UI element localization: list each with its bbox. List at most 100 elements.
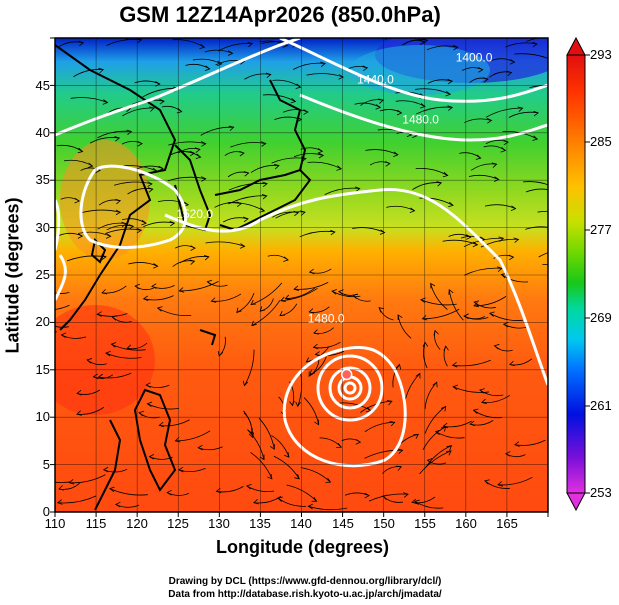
- streamline: [484, 204, 516, 209]
- streamline-arrowhead: [412, 38, 413, 39]
- streamline-arrowhead: [151, 283, 157, 289]
- streamline-arrowhead: [273, 163, 280, 170]
- streamline: [508, 111, 539, 118]
- x-tick-label: 130: [208, 516, 230, 531]
- streamline-arrowhead: [115, 501, 121, 508]
- streamline: [299, 230, 335, 238]
- streamline: [168, 141, 206, 146]
- streamline-arrowhead: [500, 272, 507, 279]
- streamline-arrowhead: [317, 148, 324, 154]
- streamline-arrowhead: [201, 176, 207, 182]
- streamline-arrowhead: [325, 477, 332, 483]
- streamline-arrowhead: [448, 289, 454, 295]
- streamline: [157, 307, 192, 317]
- streamline-arrowhead: [201, 141, 207, 147]
- streamline-arrowhead: [311, 496, 318, 502]
- streamline: [55, 481, 70, 483]
- credit-data-source: Data from http://database.rish.kyoto-u.a…: [168, 589, 442, 600]
- streamline-arrowhead: [300, 210, 306, 216]
- streamline-arrowhead: [76, 410, 82, 416]
- streamline-arrowhead: [436, 181, 443, 187]
- streamline-arrowhead: [206, 279, 213, 286]
- streamline-arrowhead: [426, 458, 433, 464]
- height-contours: [55, 38, 548, 468]
- streamline: [143, 221, 175, 228]
- y-tick-label: 25: [35, 267, 50, 282]
- streamline-arrowhead: [293, 285, 299, 292]
- x-tick-label: 140: [290, 516, 312, 531]
- streamline-arrowhead: [147, 181, 153, 187]
- streamline-arrowhead: [284, 452, 290, 458]
- streamline-arrowhead: [195, 153, 202, 159]
- streamline: [272, 211, 299, 218]
- streamline-arrowhead: [243, 216, 249, 223]
- streamline-arrowhead: [497, 481, 503, 487]
- wind-streamlines: [55, 38, 548, 511]
- streamline: [217, 42, 253, 52]
- streamline-arrowhead: [58, 485, 64, 491]
- streamline-arrowhead: [469, 420, 475, 427]
- streamline-arrowhead: [445, 90, 452, 97]
- streamline-arrowhead: [114, 136, 121, 142]
- contour-label: 1520.0: [176, 207, 213, 221]
- streamline-arrowhead: [148, 453, 155, 460]
- streamline-arrowhead: [447, 105, 454, 111]
- streamline: [538, 252, 548, 258]
- y-tick-label: 15: [35, 362, 50, 377]
- chart-title: GSM 12Z14Apr2026 (850.0hPa): [119, 2, 441, 27]
- streamline: [474, 296, 507, 307]
- streamline: [56, 144, 83, 152]
- streamline-arrowhead: [318, 152, 325, 159]
- streamline-arrowhead: [308, 308, 315, 314]
- streamline-arrowhead: [194, 147, 201, 153]
- streamline-arrowhead: [74, 197, 81, 204]
- streamline: [419, 197, 454, 206]
- streamline-arrowhead: [236, 307, 242, 314]
- y-tick-label: 40: [35, 125, 50, 140]
- streamline-arrowhead: [307, 503, 313, 510]
- streamline-arrowhead: [308, 371, 314, 377]
- y-tick-label: 45: [35, 78, 50, 93]
- streamline: [529, 84, 548, 89]
- streamline: [73, 69, 104, 78]
- streamline: [415, 167, 448, 176]
- streamline: [306, 73, 344, 78]
- streamline: [106, 224, 134, 231]
- streamline-arrowhead: [227, 50, 234, 56]
- streamline: [542, 264, 548, 266]
- streamline: [250, 452, 273, 479]
- streamline: [262, 94, 296, 102]
- streamline-arrowhead: [532, 41, 538, 48]
- y-tick-label: 35: [35, 172, 50, 187]
- streamline: [435, 431, 465, 439]
- streamline-arrowhead: [295, 83, 302, 89]
- x-tick-label: 150: [373, 516, 395, 531]
- streamline-arrowhead: [433, 329, 439, 336]
- streamline: [157, 200, 189, 206]
- streamline: [364, 421, 395, 433]
- streamline: [547, 43, 548, 46]
- streamline-arrowhead: [478, 67, 484, 73]
- streamline-arrowhead: [378, 98, 384, 104]
- streamline: [293, 153, 324, 158]
- streamline: [497, 476, 533, 486]
- streamline-arrowhead: [110, 342, 117, 348]
- x-tick-label: 110: [44, 516, 66, 531]
- streamline-arrowhead: [290, 97, 297, 104]
- streamline-arrowhead: [78, 40, 85, 47]
- streamline-arrowhead: [115, 198, 122, 205]
- x-tick-label: 120: [126, 516, 148, 531]
- streamline-arrowhead: [102, 99, 109, 105]
- streamline: [315, 350, 345, 356]
- streamline-arrowhead: [513, 237, 520, 243]
- cool-region: [350, 45, 490, 95]
- streamline: [250, 282, 283, 305]
- streamline-arrowhead: [262, 181, 268, 188]
- streamline-arrowhead: [479, 388, 485, 394]
- streamline: [414, 500, 444, 509]
- streamline-arrowhead: [312, 343, 319, 350]
- streamline-arrowhead: [453, 44, 459, 51]
- streamline-arrowhead: [452, 384, 459, 391]
- streamline: [473, 409, 502, 419]
- streamline-arrowhead: [243, 171, 250, 177]
